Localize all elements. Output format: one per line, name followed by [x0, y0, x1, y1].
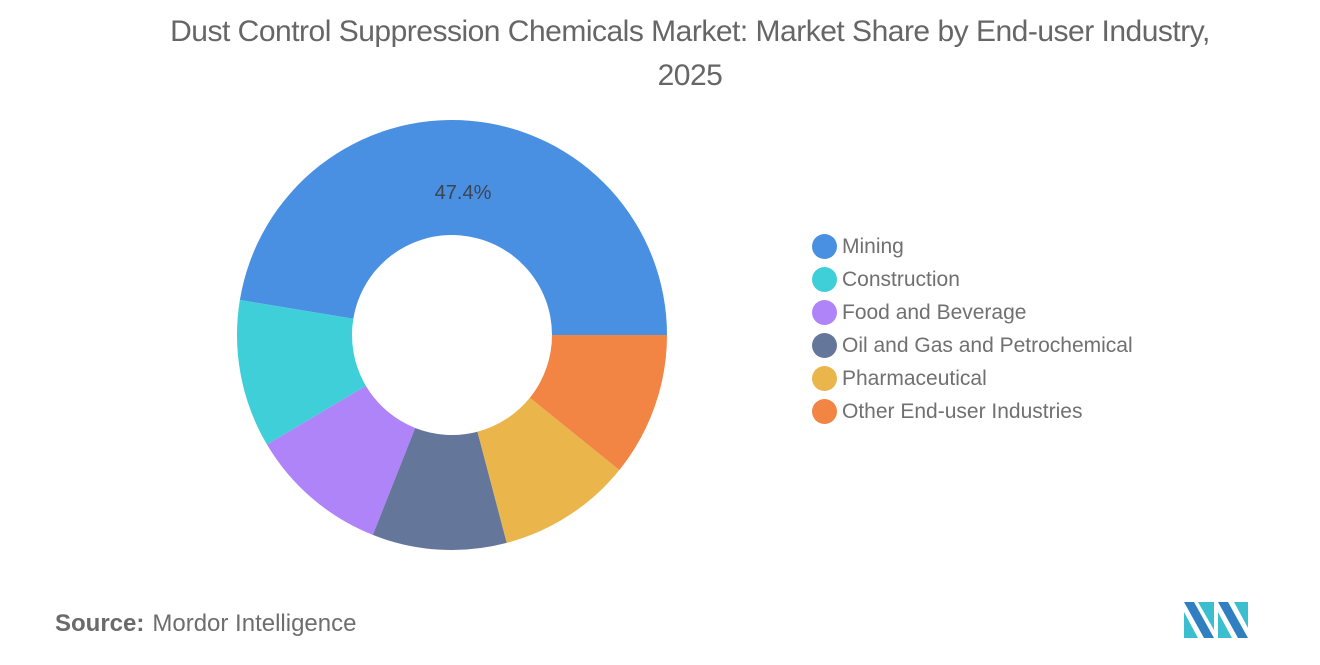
slice-construction [236, 300, 366, 445]
chart-title: Dust Control Suppression Chemicals Marke… [170, 15, 1210, 92]
legend-swatch-icon [812, 267, 837, 292]
source-note: Source: Mordor Intelligence [55, 610, 356, 638]
legend-swatch-icon [812, 399, 837, 424]
legend-swatch-icon [812, 234, 837, 259]
legend-item-oil-gas-petrochemical: Oil and Gas and Petrochemical [812, 329, 1133, 362]
legend-label: Oil and Gas and Petrochemical [842, 333, 1133, 357]
legend-swatch-icon [812, 333, 837, 358]
source-prefix: Source: [55, 610, 145, 637]
chart-legend: Mining Construction Food and Beverage Oi… [812, 230, 1133, 428]
slice-pharmaceutical [477, 397, 620, 543]
data-label-mining: 47.4% [435, 182, 492, 204]
legend-swatch-icon [812, 366, 837, 391]
legend-label: Mining [842, 234, 904, 258]
legend-label: Construction [842, 267, 960, 291]
slice-other-end-user-industries [529, 335, 667, 470]
slice-mining [239, 119, 667, 335]
legend-label: Pharmaceutical [842, 366, 987, 390]
legend-item-mining: Mining [812, 230, 1133, 263]
legend-label: Food and Beverage [842, 300, 1027, 324]
legend-swatch-icon [812, 300, 837, 325]
mordor-logo-icon [1184, 602, 1248, 638]
slice-oil-and-gas-and-petrochemical [372, 427, 507, 550]
legend-item-construction: Construction [812, 263, 1133, 296]
source-text: Mordor Intelligence [152, 610, 357, 637]
legend-item-other: Other End-user Industries [812, 395, 1133, 428]
slice-food-and-beverage [266, 385, 416, 535]
legend-label: Other End-user Industries [842, 399, 1083, 423]
legend-item-food-and-beverage: Food and Beverage [812, 296, 1133, 329]
legend-item-pharmaceutical: Pharmaceutical [812, 362, 1133, 395]
